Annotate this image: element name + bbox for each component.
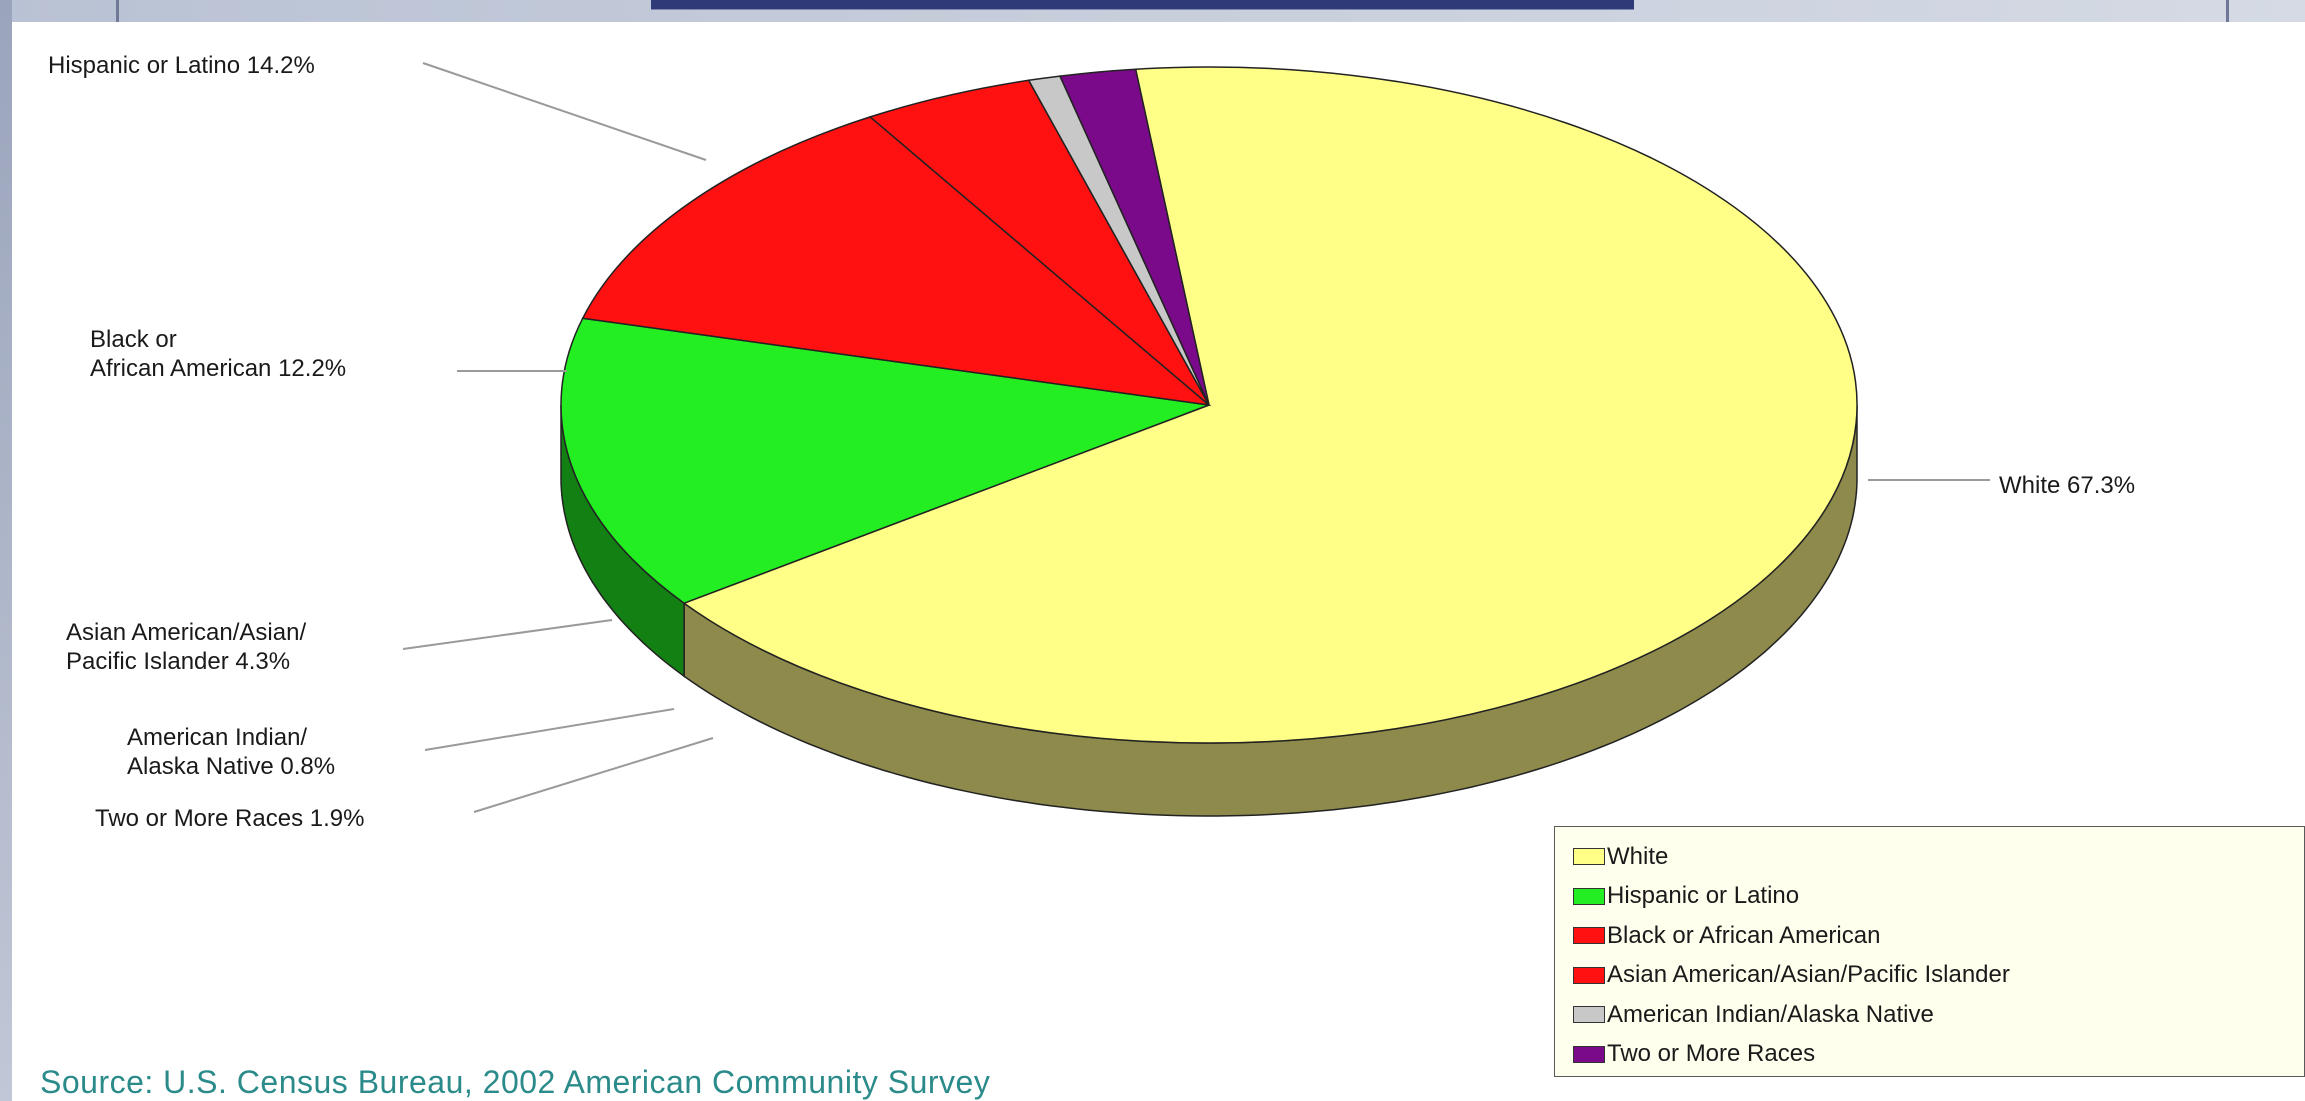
callout-leader-line <box>402 619 613 650</box>
legend-label: American Indian/Alaska Native <box>1607 1000 1934 1028</box>
legend-item: White <box>1555 837 2304 877</box>
legend-item: American Indian/Alaska Native <box>1555 995 2304 1035</box>
legend-swatch <box>1573 848 1605 866</box>
callout-label: Two or More Races 1.9% <box>95 805 364 832</box>
legend-label: Asian American/Asian/Pacific Islander <box>1607 961 2010 989</box>
legend-swatch <box>1573 1006 1605 1024</box>
callout-leader-line <box>424 708 675 751</box>
legend-item: Hispanic or Latino <box>1555 877 2304 917</box>
source-caption: Source: U.S. Census Bureau, 2002 America… <box>40 1064 991 1100</box>
callout-label: Black or African American 12.2% <box>90 326 346 382</box>
callout-label: White 67.3% <box>1999 472 2135 499</box>
legend-swatch <box>1573 1045 1605 1063</box>
pie-slice <box>868 79 1210 406</box>
legend-swatch <box>1573 887 1605 905</box>
legend-item: Two or More Races <box>1555 1035 2304 1075</box>
pie-slice <box>682 66 1858 744</box>
callout-leader-line <box>473 737 714 813</box>
callout-label: Asian American/Asian/Pacific Islander 4.… <box>66 619 306 675</box>
slide-side-bar <box>0 0 12 1101</box>
pie-top-group <box>560 66 1858 744</box>
pie-slice <box>560 317 1210 605</box>
title-bar <box>651 0 1634 10</box>
callout-label: Hispanic or Latino 14.2% <box>48 52 315 79</box>
callout-group: White 67.3% Hispanic or Latino 14.2% Black… <box>48 52 2135 832</box>
legend-label: Two or More Races <box>1607 1040 1816 1068</box>
top-divider-right <box>2226 0 2229 22</box>
legend-label: Black or African American <box>1607 921 1881 949</box>
pie-slice <box>1058 68 1210 406</box>
pie-slice <box>581 116 1212 407</box>
top-divider-left <box>116 0 119 22</box>
callout-label: American Indian/Alaska Native 0.8% <box>127 724 335 780</box>
legend-swatch <box>1573 966 1605 984</box>
legend-swatch <box>1573 927 1605 945</box>
callout-leader-line <box>422 62 707 161</box>
legend-label: White <box>1607 842 1669 870</box>
chart-legend: White Hispanic or Latino Black or Africa… <box>1554 826 2305 1077</box>
legend-item: Asian American/Asian/Pacific Islander <box>1555 956 2304 996</box>
legend-item: Black or African American <box>1555 916 2304 956</box>
legend-label: Hispanic or Latino <box>1607 882 1800 910</box>
